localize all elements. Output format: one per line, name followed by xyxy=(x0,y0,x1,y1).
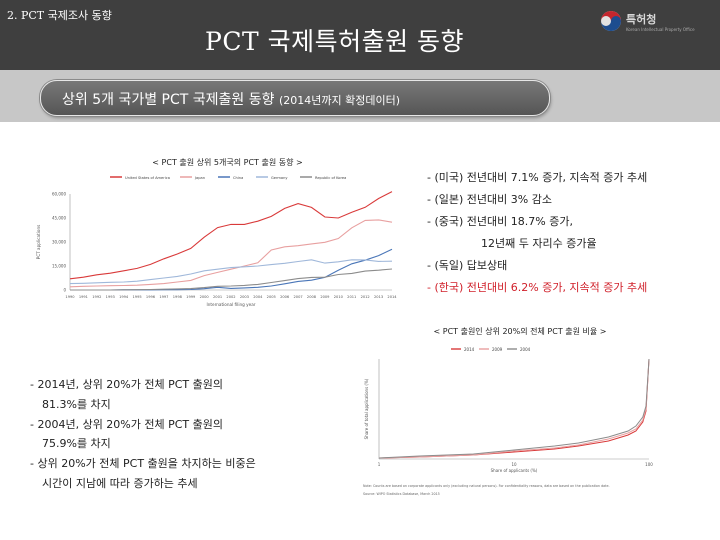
chart2-applicant-share: 2014 2009 2004 1 10 100 Share of total applica… xyxy=(363,347,653,496)
header-bar xyxy=(0,0,720,70)
chart1-x-tick: 2002 xyxy=(226,295,235,299)
chart1-legend-label: Germany xyxy=(271,176,288,180)
summary-text: - 2014년, 상위 20%가 전체 PCT 출원의 81.3%를 차지 - 20… xyxy=(30,375,256,494)
chart1-x-tick: 1999 xyxy=(186,295,196,299)
chart1-y-tick: 30,000 xyxy=(52,240,66,245)
chart1-x-tick: 2000 xyxy=(200,295,210,299)
chart1-x-tick: 2010 xyxy=(334,295,344,299)
chart1-series-line xyxy=(70,268,393,291)
country-bullets: - (미국) 전년대비 7.1% 증가, 지속적 증가 추세 - (일본) 전년대… xyxy=(427,167,647,299)
chart1-x-tick: 1997 xyxy=(159,295,168,299)
bullet-line: - (일본) 전년대비 3% 감소 xyxy=(427,193,552,206)
bullet-line: 12년째 두 자리수 증가율 xyxy=(481,237,597,250)
chart2-legend-label: 2014 xyxy=(464,347,475,352)
chart1-x-tick: 2014 xyxy=(387,295,397,299)
summary-line: - 2004년, 상위 20%가 전체 PCT 출원의 xyxy=(30,417,224,431)
chart1-x-tick: 1993 xyxy=(106,295,115,299)
chart1-x-tick: 1994 xyxy=(119,295,129,299)
logo-subtitle: Korean Intellectual Property Office xyxy=(626,27,695,32)
banner-pill xyxy=(40,80,550,116)
chart1-x-tick: 2006 xyxy=(280,295,290,299)
bullet-line: - (한국) 전년대비 6.2% 증가, 지속적 증가 추세 xyxy=(427,281,648,294)
chart2-series-line xyxy=(378,358,650,459)
chart1-series-line xyxy=(69,191,393,280)
kipo-logo: 특허청 Korean Intellectual Property Office xyxy=(600,10,712,38)
chart1-y-tick: 60,000 xyxy=(52,192,66,197)
bullet-line: - (중국) 전년대비 18.7% 증가, xyxy=(427,215,573,228)
summary-line: 75.9%를 차지 xyxy=(42,437,111,451)
chart1-y-tick: 0 xyxy=(63,288,66,293)
chart2-series-line xyxy=(378,358,650,459)
bullet-line: - (독일) 답보상태 xyxy=(427,259,508,272)
summary-line: 81.3%를 차지 xyxy=(42,397,111,411)
chart2-note: Note: Counts are based on corporate appl… xyxy=(363,484,610,488)
chart1-x-label: International filing year xyxy=(206,302,255,307)
chart2-x-label: Share of applicants (%) xyxy=(491,468,538,473)
chart1-x-tick: 1995 xyxy=(133,295,142,299)
chart2-legend-label: 2004 xyxy=(520,347,531,352)
chart1-x-tick: 2012 xyxy=(361,295,370,299)
banner-title: 상위 5개 국가별 PCT 국제출원 동향 (2014년까지 확정데이터) xyxy=(62,89,400,109)
chart1-title: < PCT 출원 상위 5개국의 PCT 출원 동향 > xyxy=(152,158,303,167)
chart1-x-tick: 2004 xyxy=(253,295,263,299)
chart2-y-label: Share of total applications (%) xyxy=(364,378,369,439)
chart1-x-tick: 2008 xyxy=(307,295,317,299)
chart2-x-tick: 10 xyxy=(511,462,517,467)
chart1-x-tick: 1990 xyxy=(65,295,75,299)
banner-main: 상위 5개 국가별 PCT 국제출원 동향 xyxy=(62,92,275,108)
section-label: 2. PCT 국제조사 동향 xyxy=(7,9,112,22)
summary-line: - 상위 20%가 전체 PCT 출원을 차지하는 비중은 xyxy=(30,457,256,471)
chart2-legend-label: 2009 xyxy=(492,347,503,352)
banner-note: (2014년까지 확정데이터) xyxy=(278,94,400,107)
chart1-x-tick: 1998 xyxy=(173,295,183,299)
chart1-x-tick: 2009 xyxy=(320,295,330,299)
chart1-y-tick: 15,000 xyxy=(52,264,66,269)
page-title: PCT 국제특허출원 동향 xyxy=(205,27,465,56)
chart1-legend-label: Republic of Korea xyxy=(315,176,346,180)
chart2-title: < PCT 출원인 상위 20%의 전체 PCT 출원 비율 > xyxy=(433,327,607,336)
chart1-series-line xyxy=(69,259,393,285)
chart1-x-tick: 2003 xyxy=(240,295,249,299)
chart1-x-tick: 1991 xyxy=(79,295,88,299)
chart1-series-line xyxy=(69,219,393,288)
chart2-series-line xyxy=(378,358,650,459)
logo-name: 특허청 xyxy=(626,13,657,26)
chart2-x-tick: 100 xyxy=(645,462,653,467)
bullet-line: - (미국) 전년대비 7.1% 증가, 지속적 증가 추세 xyxy=(427,171,648,184)
chart1-legend-label: China xyxy=(233,176,243,180)
chart2-x-tick: 1 xyxy=(378,462,381,467)
chart1-x-tick: 2001 xyxy=(213,295,222,299)
chart1-x-tick: 2011 xyxy=(347,295,356,299)
summary-line: - 2014년, 상위 20%가 전체 PCT 출원의 xyxy=(30,378,224,391)
chart1-x-tick: 2005 xyxy=(267,295,276,299)
chart1-legend-label: Japan xyxy=(194,176,205,180)
chart1-legend-label: United States of America xyxy=(125,176,170,180)
chart1-x-tick: 2013 xyxy=(374,295,383,299)
chart1-x-tick: 1992 xyxy=(92,295,101,299)
summary-line: 시간이 지남에 따라 증가하는 추세 xyxy=(42,476,198,490)
taegeuk-emblem-icon xyxy=(601,11,621,31)
chart1-pct-trend: United States of America Japan China German… xyxy=(36,176,397,307)
chart1-x-tick: 2007 xyxy=(294,295,303,299)
chart1-y-label: PCT applications xyxy=(36,225,41,260)
chart2-source: Source: WIPO Statistics Database, March … xyxy=(363,492,440,496)
chart1-y-tick: 45,000 xyxy=(52,216,66,221)
chart1-x-tick: 1996 xyxy=(146,295,156,299)
